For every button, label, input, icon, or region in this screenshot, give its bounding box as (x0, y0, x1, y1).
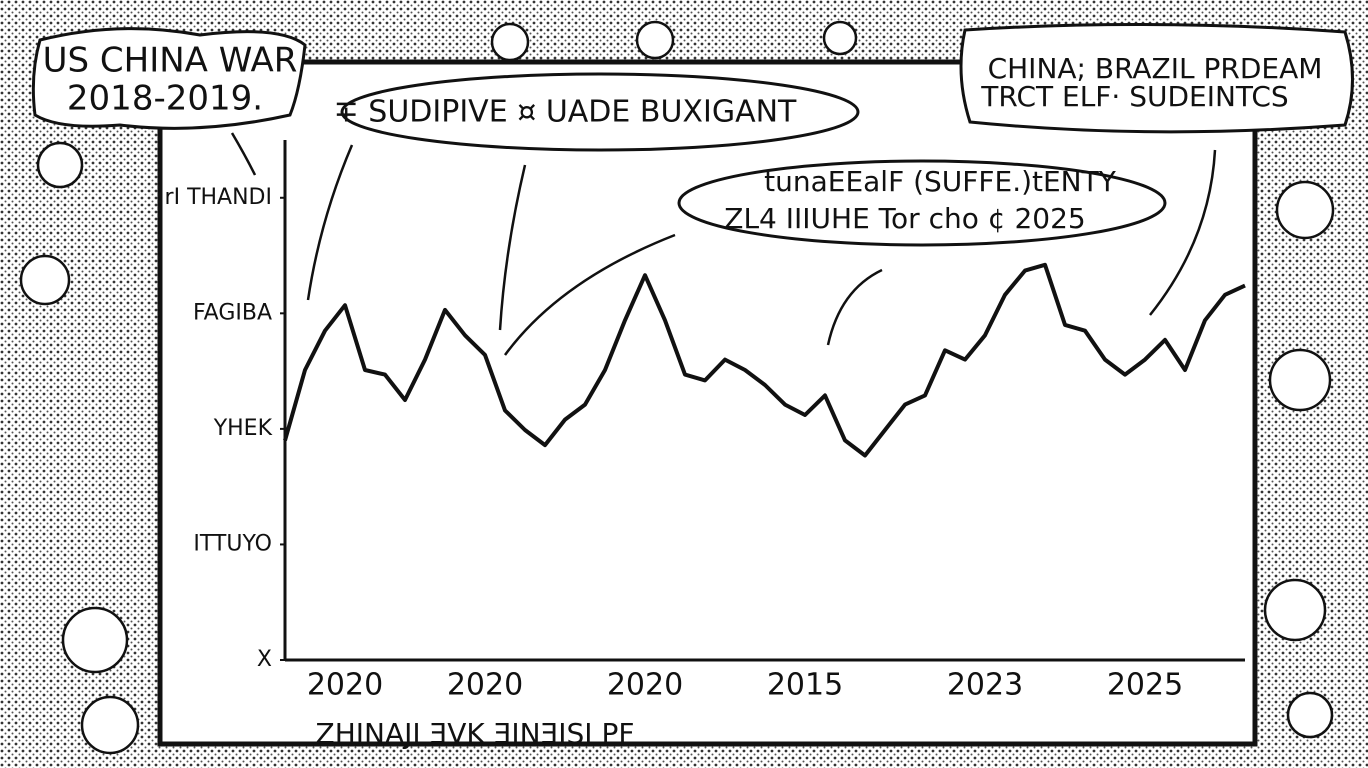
annotation-bubble (677, 159, 1167, 247)
annotation-bubble (340, 72, 860, 152)
y-tick-label: FAGIBA (193, 300, 272, 325)
x-axis-label: ZHINAJI ƎVK ƎINƎISI PF (316, 717, 635, 750)
annotation: tunaEEalF (SUFFE.)tENTY (764, 165, 1117, 198)
y-tick-label: X (257, 647, 272, 672)
x-tick-label: 2023 (947, 668, 1023, 703)
data-line (283, 262, 1246, 458)
annotation: TRCT ELF· SUDEINTCS (980, 80, 1288, 113)
title: 2018-2019. (67, 79, 263, 119)
title-bubble (31, 27, 307, 130)
x-tick-label: 2020 (307, 668, 383, 703)
x-tick-label: 2025 (1107, 668, 1183, 703)
doodles (19, 20, 1335, 755)
annotation-bubble (959, 22, 1354, 134)
annotation: ZL4 IIIUHE Tor cho ¢ 2025 (724, 202, 1085, 235)
x-tick-label: 2020 (607, 668, 683, 703)
arrows (230, 132, 1217, 356)
title: US CHINA WAR (43, 41, 298, 81)
x-tick-label: 2020 (447, 668, 523, 703)
annotation: CHINA; BRAZIL PRDEAM (988, 52, 1323, 85)
x-tick-label: 2015 (767, 668, 843, 703)
y-tick-label: ITTUYO (193, 531, 272, 556)
y-tick-label: YHEK (213, 416, 273, 441)
annotation: ∓ SUDIPIVE ¤ UADE BUXIGANT (334, 95, 797, 130)
y-tick-label: rI THANDI (165, 185, 272, 210)
